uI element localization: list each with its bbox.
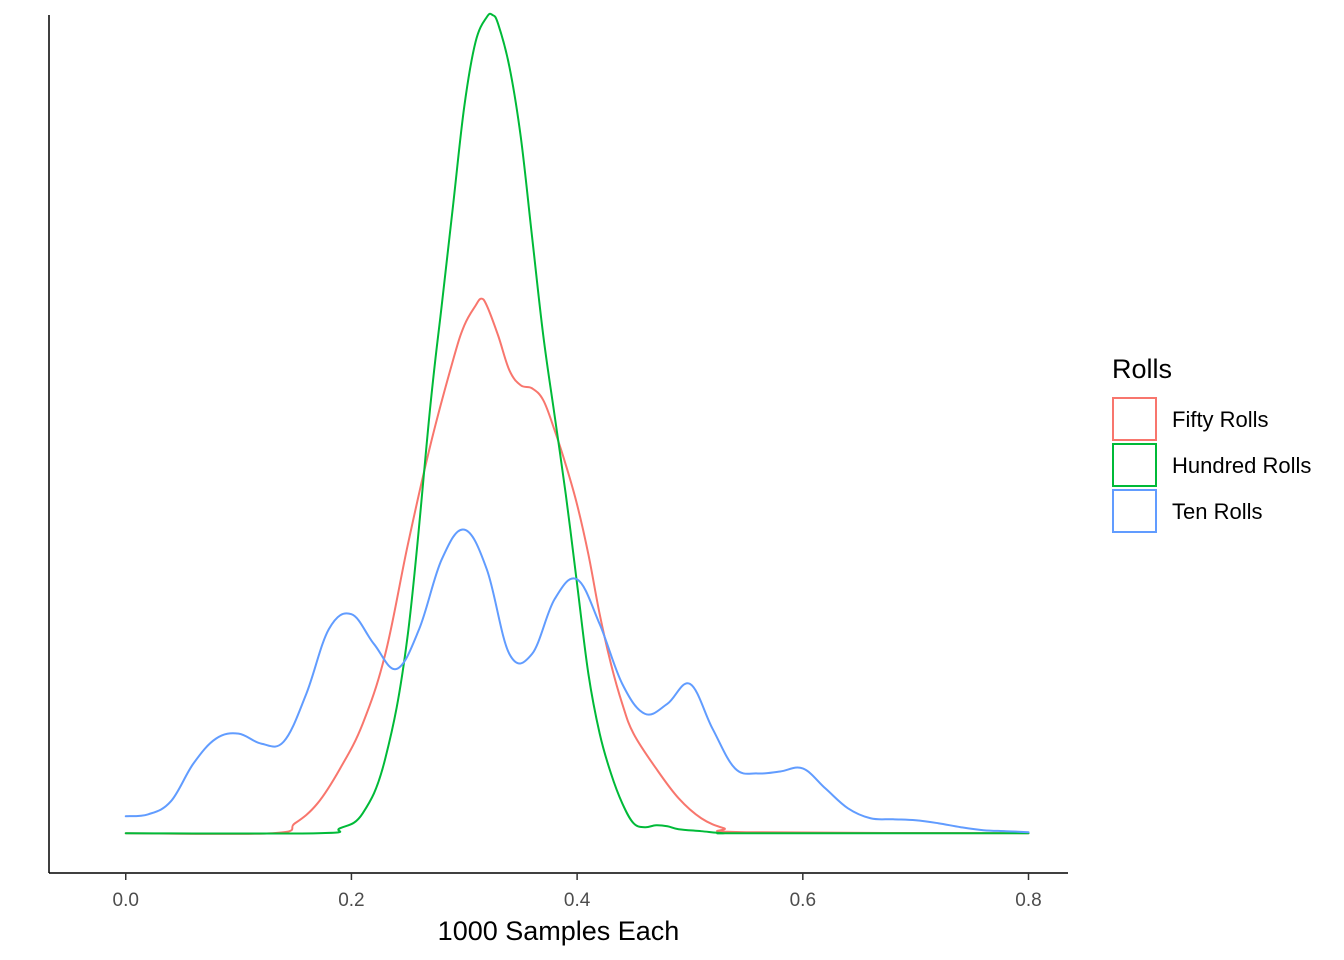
series-line-fifty-rolls [124,297,1030,835]
legend-key-hundred-rolls [1112,443,1157,487]
legend: Rolls Fifty Rolls Hundred Rolls Ten Rolls [1112,354,1311,533]
x-tick-label: 0.6 [790,890,816,911]
x-tick-label: 0.0 [113,890,139,911]
plot-panel: 0.0 0.2 0.4 0.6 0.8 [48,12,1068,911]
legend-items: Fifty Rolls Hundred Rolls Ten Rolls [1112,397,1311,533]
legend-key-fifty-rolls [1112,397,1157,441]
legend-title: Rolls [1112,354,1172,384]
legend-label: Ten Rolls [1172,499,1262,524]
legend-label: Hundred Rolls [1172,453,1311,478]
x-tick-label: 0.4 [564,890,591,911]
x-tick-label: 0.2 [338,890,364,911]
legend-key-ten-rolls [1112,489,1157,533]
legend-label: Fifty Rolls [1172,407,1269,432]
series-lines [124,12,1030,835]
x-axis-ticks: 0.0 0.2 0.4 0.6 0.8 [113,873,1042,911]
x-tick-label: 0.8 [1015,890,1041,911]
x-axis-title: 1000 Samples Each [438,916,680,946]
series-line-ten-rolls [124,528,1030,834]
series-line-hundred-rolls [124,12,1030,835]
